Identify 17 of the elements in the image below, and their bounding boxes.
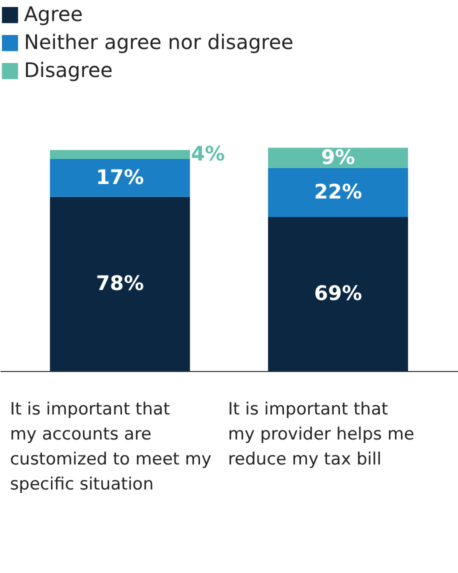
x-tick-label: It is important that my accounts are customized to meet my specific situation — [10, 400, 212, 494]
data-label: 9% — [321, 144, 356, 169]
data-label: 22% — [314, 179, 362, 204]
legend-label: Neither agree nor disagree — [24, 30, 294, 54]
data-label: 78% — [96, 270, 144, 295]
legend-label: Disagree — [24, 58, 113, 82]
x-tick-label: It is important that my provider helps me reduce my tax bill — [228, 400, 414, 470]
data-label: 4% — [190, 141, 225, 166]
bar — [50, 150, 190, 159]
bar — [268, 168, 408, 217]
bar — [50, 196, 190, 371]
data-label: 17% — [96, 164, 144, 189]
bar — [268, 148, 408, 168]
bar — [268, 216, 408, 371]
data-label: 69% — [314, 280, 362, 305]
bar — [50, 158, 190, 197]
legend-label: Agree — [24, 2, 83, 26]
